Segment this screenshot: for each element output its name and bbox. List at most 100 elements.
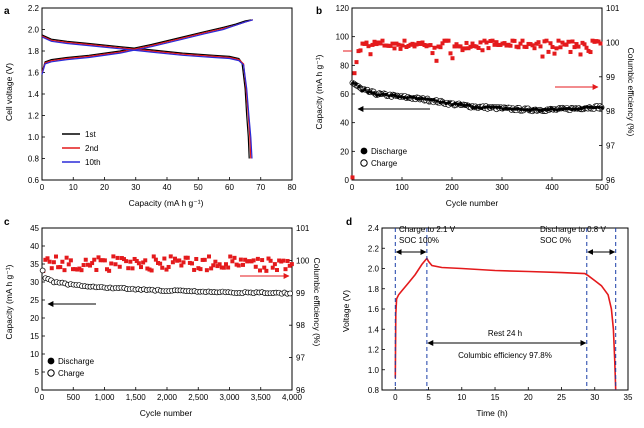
efficiency-point [277, 258, 282, 263]
efficiency-point [160, 265, 165, 270]
panel-c-legend: Discharge Charge [47, 357, 95, 378]
y-tick-label: 1.2 [368, 346, 380, 355]
efficiency-point [81, 263, 86, 268]
efficiency-point [100, 258, 105, 263]
panel-c-y2label: Columbic efficiency (%) [312, 258, 322, 347]
efficiency-point [462, 46, 467, 51]
efficiency-point [139, 265, 143, 270]
y-tick-label: 5 [35, 368, 40, 377]
x-tick-label: 60 [225, 183, 234, 192]
efficiency-point [574, 42, 579, 47]
y2-tick-label: 100 [606, 38, 620, 47]
efficiency-point [392, 46, 397, 51]
x-tick-label: 0 [40, 183, 45, 192]
capacity-discharge-point [474, 105, 478, 110]
efficiency-point [548, 41, 553, 46]
y-tick-label: 30 [30, 278, 39, 287]
capacity-discharge-point [561, 107, 565, 111]
efficiency-point [576, 44, 581, 49]
capacity-discharge-point [384, 92, 388, 97]
capacity-discharge-point [393, 93, 397, 98]
capacity-discharge-point [507, 107, 511, 111]
x-tick-label: 4,000 [282, 393, 303, 402]
capacity-discharge-point [444, 101, 448, 106]
capacity-discharge-point [351, 81, 355, 85]
x-tick-label: 1,000 [94, 393, 115, 402]
capacity-discharge-point [354, 82, 358, 86]
y-tick-label: 2.2 [368, 244, 380, 253]
y2-tick-label: 98 [296, 321, 305, 330]
y-tick-label: 60 [340, 90, 349, 99]
efficiency-point [202, 257, 207, 262]
efficiency-point [149, 268, 154, 273]
efficiency-point [524, 44, 529, 49]
annotation-rest: Rest 24 h [488, 329, 522, 338]
efficiency-point [143, 258, 148, 263]
efficiency-point [352, 71, 357, 76]
efficiency-point [372, 39, 377, 44]
x-tick-label: 2,500 [188, 393, 209, 402]
series-10th-charge-line [41, 19, 254, 75]
efficiency-point [582, 42, 587, 47]
capacity-discharge-point [576, 107, 580, 111]
capacity-discharge-point [459, 102, 463, 107]
efficiency-point [179, 263, 184, 268]
panel-c-ylabel: Capacity (mA h g⁻¹) [4, 264, 14, 339]
y-tick-label: 1.4 [368, 325, 380, 334]
y-tick-label: 2.0 [368, 265, 380, 274]
efficiency-point [85, 262, 90, 267]
annotation-discharge-soc: SOC 0% [540, 236, 571, 245]
efficiency-point [446, 38, 451, 43]
panel-d-ylabel: Voltage (V) [341, 290, 351, 332]
y-tick-label: 0.8 [368, 386, 380, 395]
x-tick-label: 50 [194, 183, 203, 192]
x-tick-label: 70 [256, 183, 265, 192]
capacity-discharge-point [555, 108, 559, 112]
efficiency-point [107, 268, 112, 273]
efficiency-point [584, 45, 589, 50]
panel-b-y2label: Columbic efficiency (%) [626, 48, 636, 137]
efficiency-point [56, 265, 61, 270]
capacity-discharge-point [438, 100, 442, 105]
y-tick-label: 45 [30, 224, 39, 233]
efficiency-point [287, 263, 292, 268]
efficiency-point [452, 44, 457, 49]
efficiency-point [492, 42, 497, 47]
capacity-discharge-point [483, 105, 487, 109]
capacity-discharge-point [360, 89, 364, 93]
efficiency-point [598, 41, 603, 46]
efficiency-point [90, 261, 95, 266]
efficiency-point [396, 42, 401, 47]
efficiency-point [109, 261, 114, 266]
y2-tick-label: 99 [296, 289, 305, 298]
efficiency-point [228, 254, 233, 259]
efficiency-point [270, 265, 275, 270]
efficiency-point [173, 256, 177, 261]
efficiency-point [490, 38, 495, 43]
efficiency-point [388, 43, 393, 48]
efficiency-point [530, 43, 535, 48]
efficiency-point [508, 43, 513, 48]
efficiency-point [102, 258, 107, 263]
x-tick-label: 20 [524, 393, 533, 402]
panel-c-xlabel: Cycle number [140, 408, 193, 418]
annotation-efficiency: Columbic efficiency 97.8% [458, 351, 552, 360]
efficiency-point [366, 44, 371, 49]
efficiency-point [170, 260, 175, 265]
efficiency-point [578, 52, 583, 57]
efficiency-point [211, 263, 216, 268]
capacity-discharge-point [522, 108, 526, 112]
capacity-discharge-point [531, 107, 535, 112]
efficiency-point [520, 38, 525, 43]
capacity-discharge-point [465, 103, 469, 107]
y-tick-label: 120 [336, 4, 350, 13]
efficiency-point [145, 266, 150, 271]
efficiency-point [289, 262, 294, 267]
efficiency-point [464, 40, 469, 45]
y2-tick-label: 96 [296, 386, 305, 395]
efficiency-point [458, 44, 463, 49]
x-tick-label: 500 [595, 183, 609, 192]
efficiency-point [119, 256, 124, 261]
efficiency-point [264, 268, 269, 273]
y-tick-label: 10 [30, 350, 39, 359]
